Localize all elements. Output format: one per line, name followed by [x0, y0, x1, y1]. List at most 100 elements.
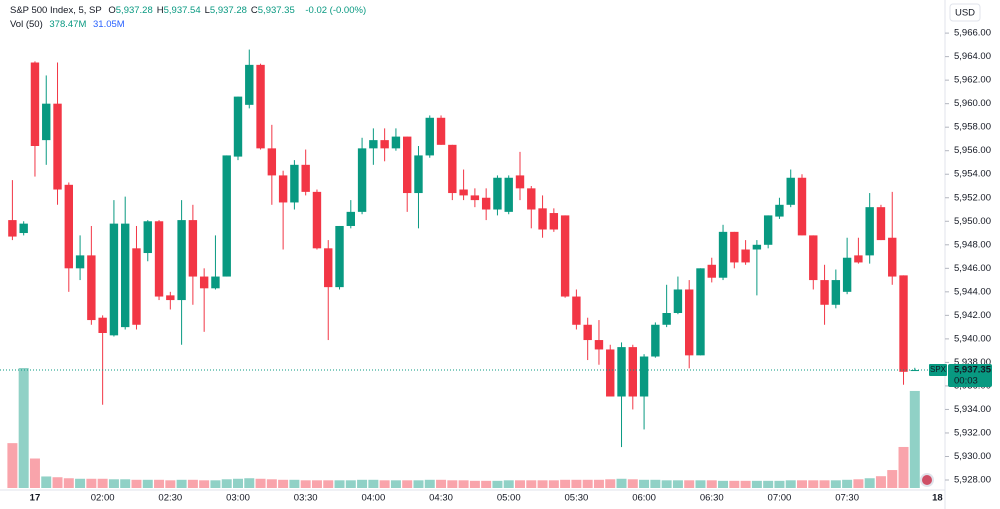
candle-body — [391, 136, 401, 149]
x-tick-label: 06:30 — [700, 493, 724, 504]
candle-body — [594, 340, 604, 350]
volume-bar — [887, 470, 898, 488]
field-label: O — [108, 5, 116, 16]
volume-bar — [368, 479, 379, 488]
y-tick-label: 5,954.00 — [954, 169, 991, 180]
candle-body — [64, 184, 73, 269]
volume-bar — [458, 480, 469, 488]
candle-body — [380, 140, 389, 149]
candle-body — [639, 356, 649, 397]
volume-title: Vol (50) — [10, 19, 43, 30]
candle-body — [775, 204, 784, 217]
volume-ma: 31.05M — [93, 19, 125, 30]
candle-body — [30, 62, 40, 147]
candle-body — [504, 177, 513, 212]
field-value: 5,937.28 — [115, 5, 153, 16]
price-tag — [948, 364, 992, 388]
volume-bar — [424, 479, 435, 488]
y-tick-label: 5,928.00 — [954, 475, 991, 486]
candle-body — [493, 177, 502, 210]
volume-bar — [165, 480, 176, 488]
volume-bar — [413, 480, 424, 488]
volume-bar — [469, 480, 480, 488]
y-tick-label: 5,958.00 — [954, 122, 991, 133]
x-tick-label: 05:00 — [497, 493, 521, 504]
candle-body — [741, 249, 750, 263]
y-tick-label: 5,940.00 — [954, 333, 991, 344]
y-tick-label: 5,960.00 — [954, 98, 991, 109]
volume-bar — [729, 480, 740, 488]
candle-body — [357, 148, 367, 212]
volume-bar — [311, 480, 322, 488]
candle-body — [876, 207, 886, 241]
candle-body — [245, 64, 254, 105]
candle-body — [75, 255, 85, 269]
price-tag-symbol-box — [929, 364, 947, 377]
volume-bar — [492, 480, 503, 488]
volume-bar — [909, 390, 920, 488]
volume-bar — [661, 480, 672, 488]
candle-body — [53, 103, 62, 190]
volume-value: 378.47M — [49, 19, 87, 30]
volume-bar — [323, 480, 334, 488]
volume-bar — [187, 479, 198, 488]
candle-body — [42, 103, 51, 141]
volume-bar — [526, 480, 537, 488]
volume-bar — [830, 480, 841, 488]
volume-bar — [853, 479, 864, 488]
volume-bar — [131, 479, 142, 488]
candle-body — [730, 231, 739, 263]
candle-body — [177, 220, 186, 301]
candle-body — [685, 289, 694, 356]
volume-bar — [75, 478, 86, 488]
volume-bar — [808, 480, 819, 488]
legend-change: -0.02 (-0.00%) — [305, 5, 367, 16]
candle-body — [256, 64, 265, 149]
candle-body — [583, 324, 592, 341]
candle-body — [143, 221, 152, 254]
candle-body — [211, 276, 220, 289]
candle-body — [132, 248, 141, 325]
volume-bar — [142, 479, 153, 488]
candle-body — [820, 280, 829, 305]
x-tick-label: 02:30 — [158, 493, 182, 504]
volume-bar — [639, 479, 650, 488]
volume-bar — [864, 478, 875, 488]
candle-body — [910, 370, 919, 372]
y-tick-label: 5,934.00 — [954, 404, 991, 415]
currency-button[interactable] — [949, 3, 981, 22]
candle-body — [628, 347, 637, 397]
price-tag-countdown: 00:03 — [954, 376, 978, 387]
candle-body — [752, 244, 762, 250]
candle-body — [481, 197, 491, 210]
volume-bar — [593, 479, 604, 488]
field-label: C — [250, 5, 258, 16]
candle-body — [267, 148, 277, 176]
x-tick-label: 04:00 — [361, 493, 385, 504]
volume-bar — [605, 479, 616, 488]
y-tick-label: 5,946.00 — [954, 263, 991, 274]
volume-bar — [233, 478, 243, 488]
x-tick-label: 07:00 — [768, 493, 792, 504]
volume-bar — [898, 446, 909, 488]
y-tick-label: 5,932.00 — [954, 427, 991, 438]
candle-body — [403, 136, 412, 194]
volume-bar — [718, 480, 729, 488]
volume-bar — [266, 479, 277, 488]
candle-body — [448, 144, 457, 194]
volume-bar — [108, 479, 119, 488]
y-tick-label: 5,962.00 — [954, 75, 991, 86]
x-tick-label: 03:00 — [226, 493, 250, 504]
candle-body — [222, 155, 231, 277]
candle-body — [786, 177, 795, 205]
volume-bar — [436, 479, 447, 488]
y-tick-label: 5,952.00 — [954, 192, 991, 203]
candle-body — [369, 140, 378, 149]
volume-bar — [571, 479, 582, 488]
y-tick-label: 5,966.00 — [954, 28, 991, 39]
volume-bar — [18, 368, 29, 488]
candle-body — [831, 280, 841, 305]
candle-body — [166, 295, 175, 301]
legend-fields: O5,937.28 H5,937.54 L5,937.28 C5,937.35 — [108, 5, 298, 16]
